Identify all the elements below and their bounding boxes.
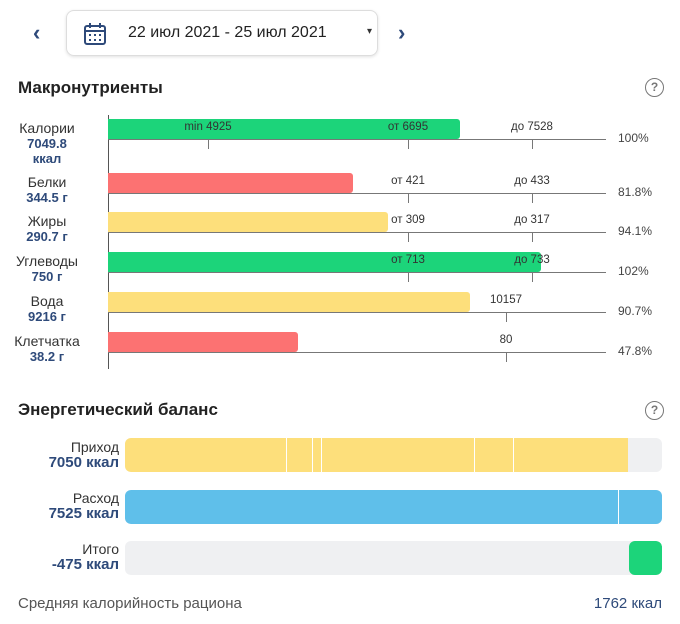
avg-calorie-value: 1762 ккал [593, 595, 662, 612]
macro-tick [532, 139, 533, 149]
macro-baseline [108, 139, 606, 140]
macro-tick-label: до 733 [514, 254, 550, 266]
total-bar [125, 541, 662, 575]
date-range-picker[interactable]: 22 июл 2021 - 25 июл 2021 ▾ [66, 10, 378, 56]
macro-tick [208, 139, 209, 149]
macro-tick [408, 193, 409, 203]
macro-baseline [108, 193, 606, 194]
calendar-icon [84, 23, 106, 45]
macro-percent: 47.8% [618, 344, 653, 358]
macro-label: Жиры 290.7 г [26, 213, 68, 245]
macro-tick-label: от 421 [391, 175, 425, 187]
macro-baseline [108, 312, 606, 313]
macro-percent: 100% [618, 131, 649, 145]
next-period-button[interactable]: › [398, 20, 406, 45]
macro-tick-label: до 317 [514, 214, 550, 226]
macro-bar [108, 292, 470, 312]
macro-tick-label: 80 [499, 334, 513, 346]
macro-label: Белки 344.5 г [26, 174, 68, 206]
dropdown-arrow-icon: ▾ [366, 26, 372, 37]
macro-tick [532, 193, 533, 203]
macro-tick [408, 139, 409, 149]
macro-tick [506, 312, 507, 322]
macros-title: Макронутриенты [18, 78, 163, 97]
macro-tick-label: 10157 [490, 294, 522, 306]
macro-tick-label: до 433 [514, 175, 550, 187]
macro-bar [108, 332, 298, 352]
income-label: Приход 7050 ккал [48, 439, 119, 471]
macro-percent: 81.8% [618, 185, 653, 199]
macro-bar [108, 119, 460, 139]
avg-calorie-label: Средняя калорийность рациона [18, 595, 242, 612]
macros-help-icon[interactable]: ? [645, 78, 664, 97]
expense-bar [125, 490, 662, 524]
macro-tick [532, 232, 533, 242]
macro-label: Калории 7049.8 ккал [19, 120, 75, 167]
prev-period-button[interactable]: ‹ [33, 20, 41, 45]
macro-tick-label: от 6695 [387, 121, 429, 133]
macro-bar [108, 212, 388, 232]
macro-baseline [108, 232, 606, 233]
macro-tick-label: от 309 [391, 214, 425, 226]
expense-label: Расход 7525 ккал [48, 490, 119, 522]
macro-percent: 90.7% [618, 304, 653, 318]
macro-tick [408, 232, 409, 242]
date-range-text: 22 июл 2021 - 25 июл 2021 [128, 24, 327, 41]
total-label: Итого -475 ккал [51, 541, 119, 573]
macro-bar [108, 173, 353, 193]
macro-label: Клетчатка 38.2 г [14, 333, 80, 365]
macro-tick [532, 272, 533, 282]
income-bar [125, 438, 662, 472]
macro-baseline [108, 352, 606, 353]
macro-tick-label: min 4925 [184, 121, 232, 133]
macro-tick [506, 352, 507, 362]
macro-tick-label: до 7528 [511, 121, 553, 133]
macro-label: Вода 9216 г [28, 293, 66, 325]
macro-bar [108, 252, 541, 272]
macro-percent: 102% [618, 264, 649, 278]
macro-percent: 94.1% [618, 224, 653, 238]
macro-label: Углеводы 750 г [15, 253, 78, 285]
macro-tick [408, 272, 409, 282]
chart-axis [108, 115, 109, 369]
energy-title: Энергетический баланс [18, 400, 218, 419]
macro-tick-label: от 713 [391, 254, 425, 266]
macro-baseline [108, 272, 606, 273]
energy-help-icon[interactable]: ? [645, 401, 664, 420]
